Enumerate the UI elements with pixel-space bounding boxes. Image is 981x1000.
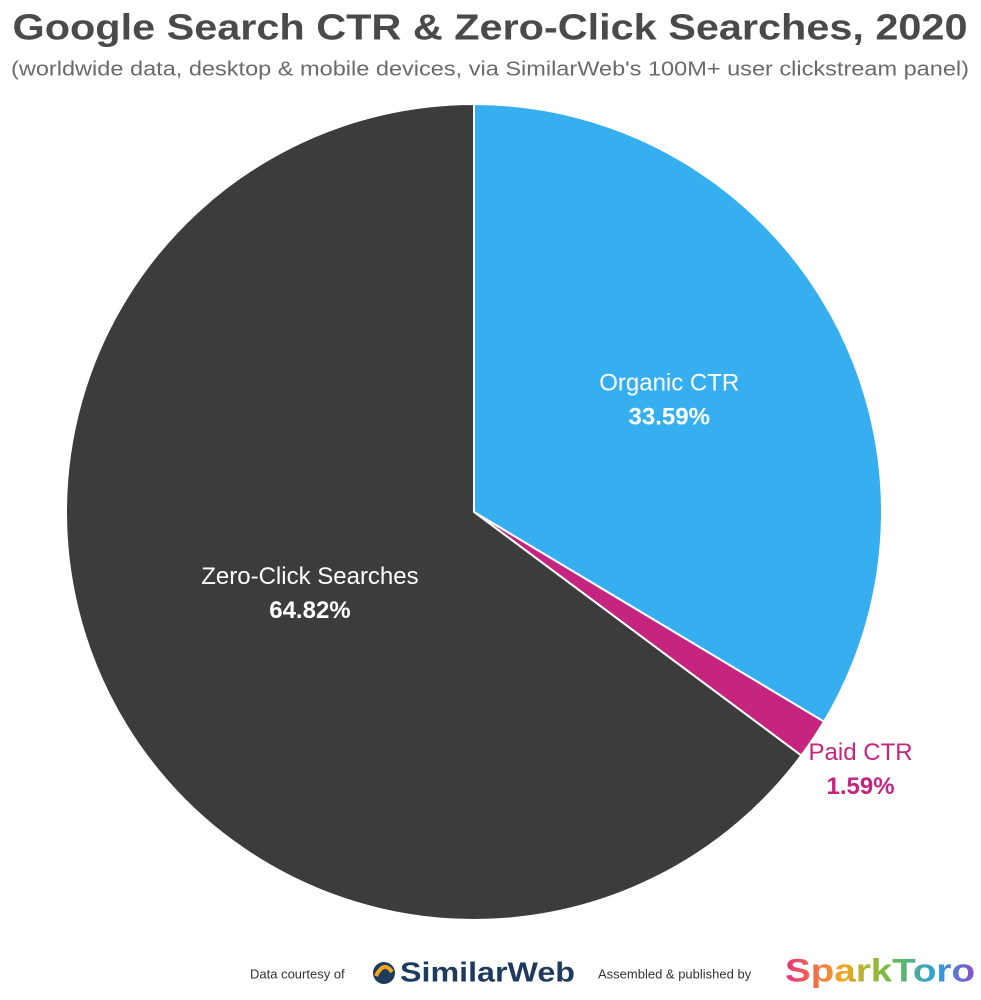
slice-label: Organic CTR [599, 370, 739, 397]
slice-value-label: 33.59% [629, 404, 710, 431]
sparktoro-logo: SparkToro [785, 952, 975, 988]
slice-label: Zero-Click Searches [201, 563, 418, 590]
credit-text: Assembled & published by [598, 966, 752, 981]
pie-slice [473, 102, 883, 724]
chart-subtitle: (worldwide data, desktop & mobile device… [11, 58, 969, 80]
slice-value-label: 1.59% [827, 773, 895, 800]
slice-label: Paid CTR [809, 739, 913, 766]
pie-slice [65, 102, 803, 921]
slice-value-label: 64.82% [269, 597, 350, 624]
credit-text: Data courtesy of [250, 966, 345, 981]
similarweb-icon-swoosh [374, 964, 394, 977]
pie: Organic CTR 33.59% Paid CTR 1.59% Zero-Click… [65, 102, 913, 921]
similarweb-logo: SimilarWeb [400, 956, 575, 987]
chart-title: Google Search CTR & Zero-Click Searches,… [13, 7, 968, 48]
